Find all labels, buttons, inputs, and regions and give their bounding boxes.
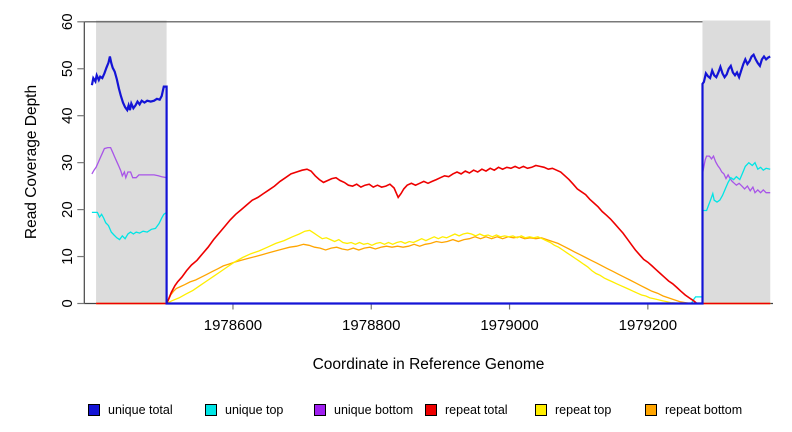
legend-item-unique-top: unique top (205, 402, 283, 418)
x-axis-title: Coordinate in Reference Genome (312, 356, 545, 373)
legend-item-repeat-total: repeat total (425, 402, 508, 418)
series-repeat-bottom (96, 236, 771, 305)
legend-swatch-icon (425, 404, 437, 416)
series-repeat-total (96, 164, 771, 305)
legend-label: repeat bottom (665, 403, 743, 417)
legend-label: unique top (225, 403, 284, 417)
x-tick-label: 1978600 (204, 317, 262, 334)
shaded-region (702, 20, 771, 304)
y-axis-title: Read Coverage Depth (23, 84, 40, 240)
series-unique-total (90, 52, 771, 305)
legend-item-repeat-top: repeat top (535, 402, 611, 418)
y-tick-label: 20 (59, 201, 76, 218)
x-tick-label: 1979200 (619, 317, 677, 334)
legend-label: unique total (108, 403, 173, 417)
legend-item-repeat-bottom: repeat bottom (645, 402, 742, 418)
legend-swatch-icon (88, 404, 100, 416)
legend-swatch-icon (205, 404, 217, 416)
legend-swatch-icon (535, 404, 547, 416)
series-unique-top (91, 161, 771, 305)
x-tick-label: 1978800 (342, 317, 400, 334)
x-tick-label: 1979000 (480, 317, 538, 334)
y-tick-label: 40 (59, 107, 76, 124)
legend-item-unique-bottom: unique bottom (314, 402, 413, 418)
legend-swatch-icon (645, 404, 657, 416)
legend-label: repeat top (555, 403, 612, 417)
shaded-region (96, 20, 167, 304)
legend-label: unique bottom (334, 403, 414, 417)
legend-label: repeat total (445, 403, 508, 417)
series-repeat-top (96, 229, 771, 305)
legend-item-unique-total: unique total (88, 402, 173, 418)
y-tick-label: 60 (59, 13, 76, 30)
y-tick-label: 10 (59, 248, 76, 265)
y-tick-label: 30 (59, 154, 76, 171)
y-tick-label: 0 (59, 299, 76, 307)
y-tick-label: 50 (59, 60, 76, 77)
coverage-chart: 0 10 20 30 40 50 60 1978600 1978800 1979000 197920… (59, 13, 773, 334)
legend-swatch-icon (314, 404, 326, 416)
